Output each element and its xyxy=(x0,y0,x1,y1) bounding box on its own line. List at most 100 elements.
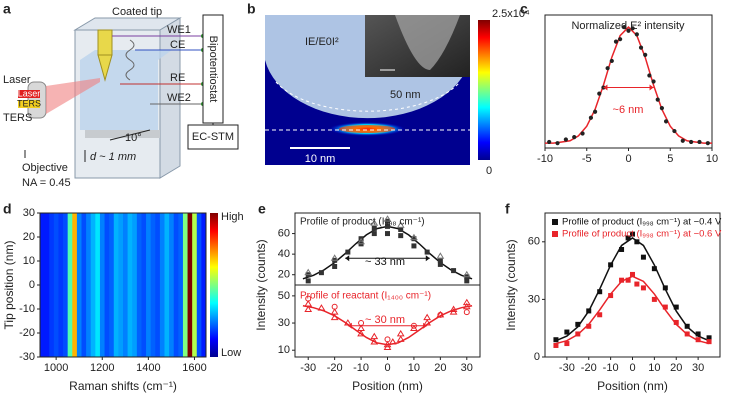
legend-swatch xyxy=(552,231,558,237)
label: WE1 xyxy=(167,24,191,36)
y-tick-label: 0 xyxy=(29,279,35,291)
point xyxy=(634,281,640,287)
label: d ~ 1 mm xyxy=(90,151,136,163)
point xyxy=(357,237,365,245)
annotation: ~6 nm xyxy=(613,104,644,116)
label: EC-STM xyxy=(192,131,234,143)
heat-cell xyxy=(196,213,202,357)
heat-cell xyxy=(53,213,59,357)
point xyxy=(580,131,585,136)
point xyxy=(384,336,391,343)
y-tick-label: 30 xyxy=(23,207,35,219)
label: WE2 xyxy=(167,92,191,104)
x-tick-label: 20 xyxy=(670,362,682,374)
point xyxy=(318,270,324,276)
point xyxy=(695,337,701,343)
point xyxy=(305,278,311,284)
field-simulation: IE/E0I² 50 nm 10 nm 2.5x10⁴ 0 xyxy=(265,8,530,177)
label: TERS xyxy=(17,98,41,108)
heat-cell xyxy=(90,213,96,357)
point xyxy=(662,285,668,291)
heat-cell xyxy=(146,213,152,357)
chart-title: Profile of reactant (I₁₄₀₀ cm⁻¹) xyxy=(300,291,431,302)
point xyxy=(437,257,443,263)
colorbar-label: 2.5x10⁴ xyxy=(492,8,530,20)
point xyxy=(697,139,702,145)
x-tick-label: 1000 xyxy=(44,362,68,374)
point xyxy=(564,329,570,335)
heat-cell xyxy=(123,213,129,357)
point xyxy=(423,319,432,326)
point xyxy=(371,231,377,237)
point xyxy=(437,311,444,318)
point xyxy=(634,239,640,245)
point xyxy=(383,215,392,222)
point xyxy=(451,268,457,274)
x-tick-label: 10 xyxy=(648,362,660,374)
y-tick-label: 50 xyxy=(278,290,290,302)
heat-cell xyxy=(182,213,189,357)
x-axis-label: Raman shifts (cm⁻¹) xyxy=(69,379,177,393)
label: Laser xyxy=(18,88,41,98)
point xyxy=(396,221,405,228)
heat-cell xyxy=(173,213,179,357)
point xyxy=(640,285,646,291)
y-tick-label: 0 xyxy=(534,351,540,363)
point xyxy=(423,313,432,321)
point xyxy=(586,308,592,314)
panel-letter: d xyxy=(3,201,12,217)
point xyxy=(371,225,377,231)
y-tick-label: 30 xyxy=(528,293,540,305)
heat-cell xyxy=(104,213,110,357)
point xyxy=(593,109,598,114)
point xyxy=(625,235,631,241)
point xyxy=(672,128,677,134)
point xyxy=(706,339,712,345)
label: Objective xyxy=(22,162,68,174)
point xyxy=(651,266,657,272)
point xyxy=(332,263,338,269)
heat-cell xyxy=(58,213,64,357)
point xyxy=(618,37,623,42)
heat-cell xyxy=(49,213,55,357)
point xyxy=(663,119,669,124)
heat-cell xyxy=(136,213,142,357)
point xyxy=(396,335,405,342)
label: 10° xyxy=(125,132,142,144)
point xyxy=(385,223,390,229)
point xyxy=(634,32,639,37)
point xyxy=(705,141,710,146)
x-tick-label: 1200 xyxy=(90,362,114,374)
point xyxy=(605,66,610,71)
heat-cell xyxy=(76,213,82,357)
label: 50 nm xyxy=(390,89,421,101)
heat-cell xyxy=(109,213,115,357)
colorbar-label: Low xyxy=(221,347,241,359)
point xyxy=(398,233,404,239)
point xyxy=(449,305,458,312)
point xyxy=(608,293,614,299)
point xyxy=(563,137,568,142)
y-tick-label: 20 xyxy=(23,231,35,243)
point xyxy=(383,343,392,350)
point xyxy=(330,308,339,315)
point xyxy=(597,312,603,318)
x-axis-label: Position (nm) xyxy=(597,379,668,393)
point xyxy=(370,338,379,345)
point xyxy=(463,309,470,316)
colorbar xyxy=(210,213,218,357)
point xyxy=(385,231,390,237)
point xyxy=(424,249,430,255)
x-tick-label: 1400 xyxy=(136,362,160,374)
heat-cell xyxy=(81,213,87,357)
colorbar-label: 0 xyxy=(486,165,492,177)
heat-cell xyxy=(164,213,170,357)
setup-diagram: Coated tip WE1 CE RE WE2 Bipotentiostat … xyxy=(3,6,239,189)
point xyxy=(655,97,660,102)
point xyxy=(689,139,694,145)
x-tick-label: 30 xyxy=(692,362,704,374)
heat-cell xyxy=(40,213,46,357)
y-tick-label: 30 xyxy=(278,317,290,329)
point xyxy=(647,73,652,78)
annotation: ~ 33 nm xyxy=(365,256,405,268)
